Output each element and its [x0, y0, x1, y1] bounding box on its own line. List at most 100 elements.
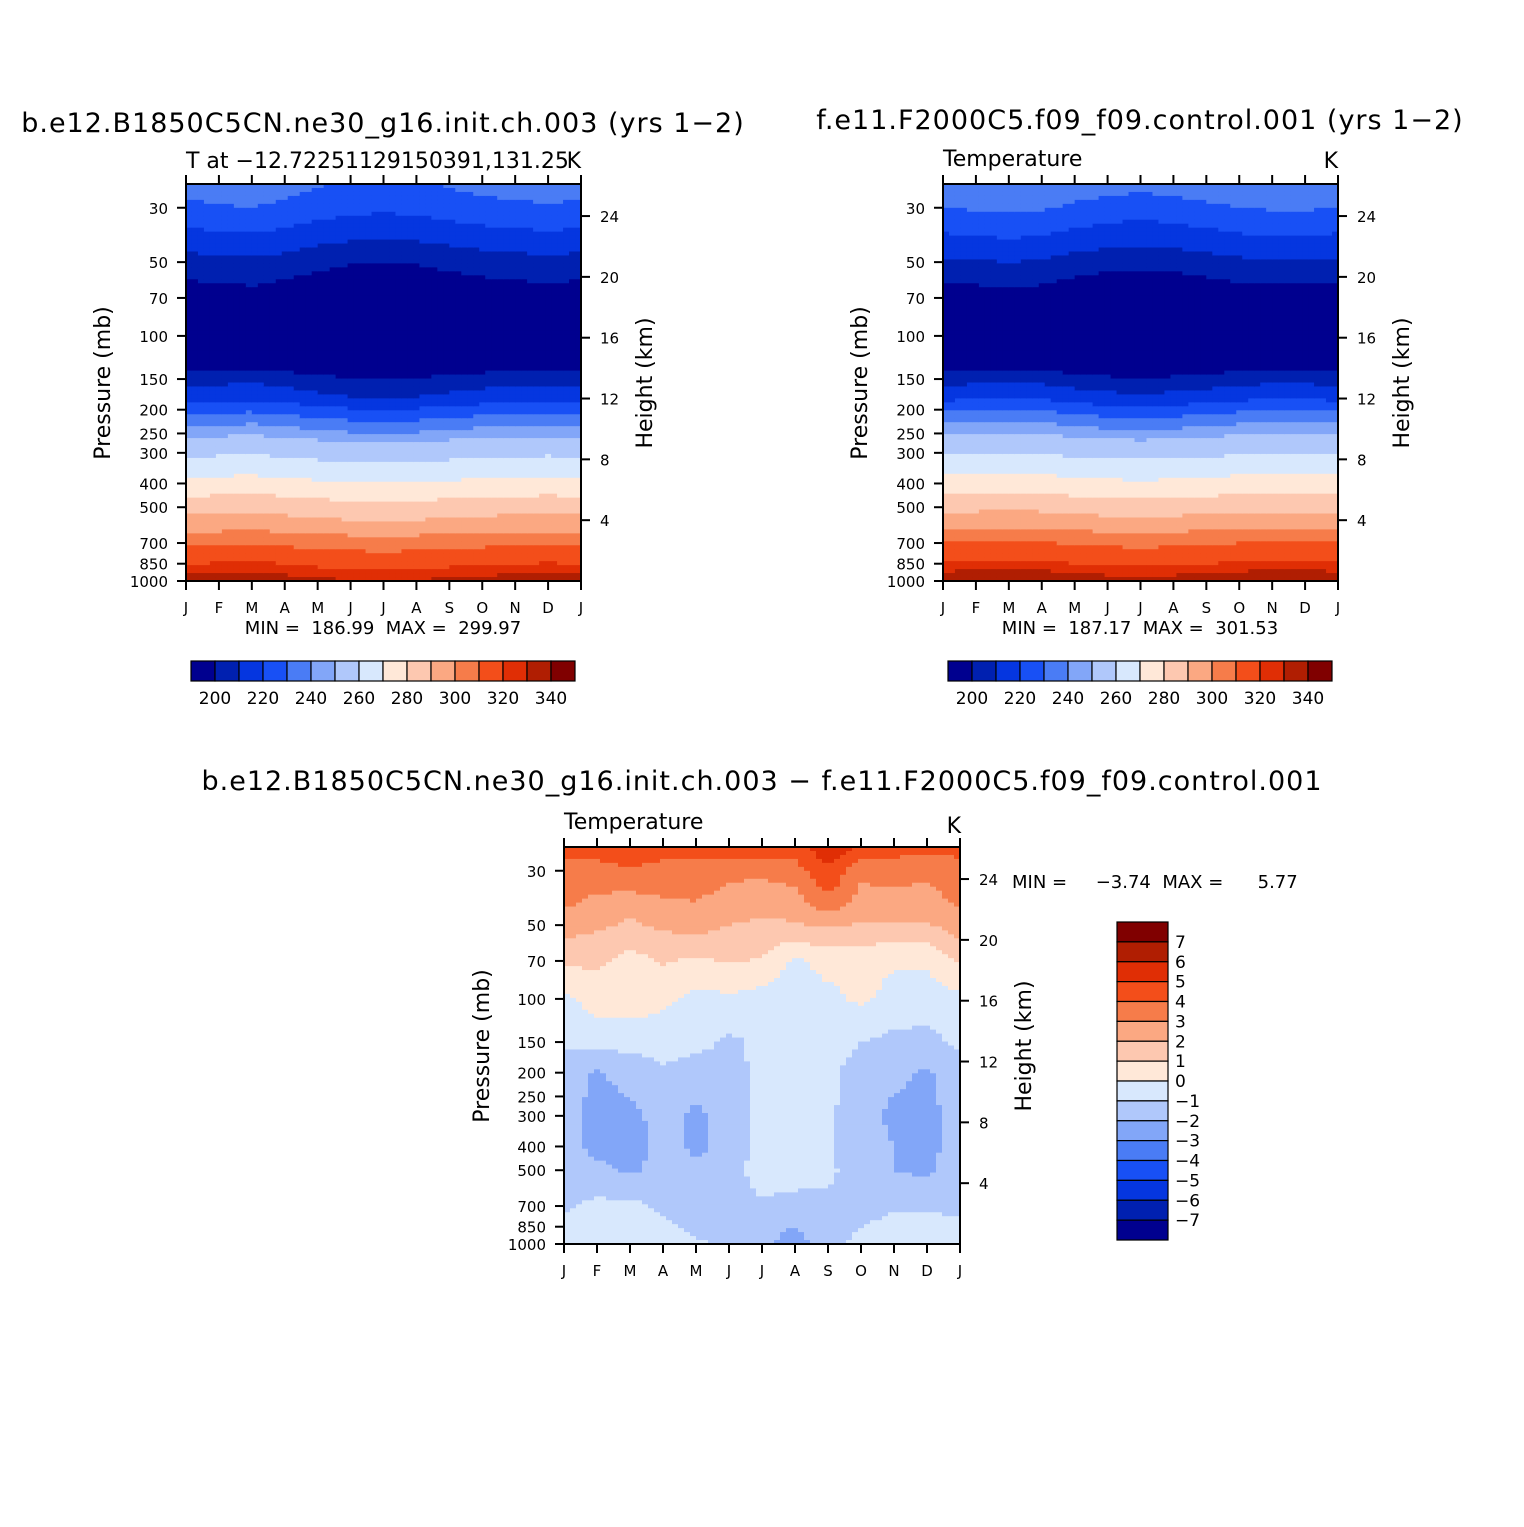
y-tick-label: 700	[139, 535, 168, 553]
colorbar-label: −5	[1175, 1171, 1200, 1191]
colorbar-box	[1116, 961, 1169, 983]
y-right-tick-label: 16	[1357, 330, 1376, 348]
panel-3-plot: J F M A M J J A S O N D J 30 50 70 100 150 200 250 300 400 500…	[508, 838, 998, 1280]
colorbar-box	[1139, 660, 1165, 682]
colorbar-box	[406, 660, 432, 682]
colorbar-box	[1116, 1140, 1169, 1162]
y-right-tick-label: 16	[979, 993, 998, 1011]
colorbar-label: 7	[1175, 933, 1186, 953]
colorbar-label: 2	[1175, 1032, 1186, 1052]
x-tick-label: M	[1002, 599, 1015, 617]
y-tick-label: 30	[149, 200, 168, 218]
x-tick-label: F	[593, 1262, 602, 1280]
colorbar-box	[430, 660, 456, 682]
colorbar-box	[1019, 660, 1045, 682]
colorbar-label: 5	[1175, 973, 1186, 993]
x-tick-label: J	[347, 599, 352, 617]
y-tick-label: 100	[517, 991, 546, 1009]
y-tick-label: 30	[906, 200, 925, 218]
colorbar-box	[1116, 1219, 1169, 1241]
panel-2-min-max: MIN = 187.17 MAX = 301.53	[1002, 618, 1278, 639]
colorbar-box	[1116, 1100, 1169, 1122]
colorbar-box	[1116, 941, 1169, 963]
x-tick-label: J	[957, 1262, 962, 1280]
x-tick-label: N	[510, 599, 521, 617]
y-right-tick-label: 20	[1357, 269, 1376, 287]
colorbar-label: 200	[956, 689, 988, 709]
colorbar-box	[1116, 1080, 1169, 1102]
colorbar-box	[1235, 660, 1261, 682]
panel-2-plot: J F M A M J J A S O N D J 30 50 70 100 150 200 250 300 400 500…	[887, 175, 1376, 617]
x-tick-label: J	[1104, 599, 1109, 617]
panel-1: b.e12.B1850C5CN.ne30_g16.init.ch.003 (yr…	[21, 108, 744, 709]
colorbar-label: 260	[343, 689, 375, 709]
x-tick-label: F	[972, 599, 981, 617]
x-tick-label: D	[1299, 599, 1311, 617]
y-tick-label: 70	[149, 290, 168, 308]
y-right-tick-label: 24	[600, 208, 619, 226]
colorbar-box	[1116, 1159, 1169, 1181]
colorbar-box	[1091, 660, 1117, 682]
y-tick-label: 300	[139, 445, 168, 463]
colorbar-label: 320	[1244, 689, 1276, 709]
colorbar-box	[358, 660, 384, 682]
colorbar-box	[310, 660, 336, 682]
panel-2-ylabel-right: Height (km)	[1390, 317, 1415, 448]
y-tick-label: 50	[906, 254, 925, 272]
x-tick-label: D	[921, 1262, 933, 1280]
x-tick-label: A	[658, 1262, 669, 1280]
x-tick-label: A	[1037, 599, 1048, 617]
y-tick-label: 300	[517, 1108, 546, 1126]
x-tick-label: S	[823, 1262, 833, 1280]
y-right-tick-label: 8	[1357, 451, 1367, 469]
y-tick-label: 200	[517, 1065, 546, 1083]
x-tick-label: N	[1267, 599, 1278, 617]
x-tick-label: J	[1137, 599, 1142, 617]
y-right-tick-label: 12	[600, 391, 619, 409]
y-tick-label: 700	[517, 1198, 546, 1216]
colorbar-label: 3	[1175, 1012, 1186, 1032]
panel-1-plot: J F M A M J J A S O N D J 30 50 70 100 150 200 250 300 400 500…	[130, 175, 619, 617]
colorbar-box	[995, 660, 1021, 682]
panel-3-min-max: MIN = −3.74 MAX = 5.77	[1012, 872, 1298, 893]
x-tick-label: J	[561, 1262, 566, 1280]
x-tick-label: D	[542, 599, 554, 617]
panel-3-field	[564, 847, 961, 1245]
colorbar-box	[1067, 660, 1093, 682]
panel-3: b.e12.B1850C5CN.ne30_g16.init.ch.003 − f…	[201, 766, 1321, 1280]
colorbar-box	[1116, 1179, 1169, 1201]
y-right-tick-label: 20	[979, 932, 998, 950]
x-tick-label: J	[578, 599, 583, 617]
colorbar-box	[1211, 660, 1237, 682]
colorbar-label: −2	[1175, 1112, 1200, 1132]
colorbar-label: 240	[1052, 689, 1084, 709]
colorbar-box	[947, 660, 973, 682]
y-tick-label: 500	[896, 499, 925, 517]
y-tick-label: 250	[896, 425, 925, 443]
colorbar-box	[1116, 921, 1169, 943]
colorbar-box	[1115, 660, 1141, 682]
colorbar-box	[286, 660, 312, 682]
y-tick-label: 200	[139, 402, 168, 420]
colorbar-box	[526, 660, 552, 682]
y-tick-label: 500	[139, 499, 168, 517]
panel-2-subtitle-right: K	[1324, 149, 1339, 174]
colorbar-label: 340	[535, 689, 567, 709]
colorbar-box	[1307, 660, 1333, 682]
panel-2-ylabel: Pressure (mb)	[848, 306, 873, 460]
y-right-tick-label: 12	[979, 1054, 998, 1072]
colorbar-label: 300	[439, 689, 471, 709]
colorbar-box	[971, 660, 997, 682]
colorbar-box	[1283, 660, 1309, 682]
y-tick-label: 300	[896, 445, 925, 463]
x-tick-label: F	[215, 599, 224, 617]
colorbar-box	[1043, 660, 1069, 682]
colorbar-label: −3	[1175, 1132, 1200, 1152]
colorbar-label: 280	[391, 689, 423, 709]
panel-1-field	[186, 184, 582, 582]
panel-1-subtitle-right: K	[567, 149, 582, 174]
x-tick-label: A	[790, 1262, 801, 1280]
y-tick-label: 50	[527, 917, 546, 935]
x-tick-label: A	[411, 599, 422, 617]
